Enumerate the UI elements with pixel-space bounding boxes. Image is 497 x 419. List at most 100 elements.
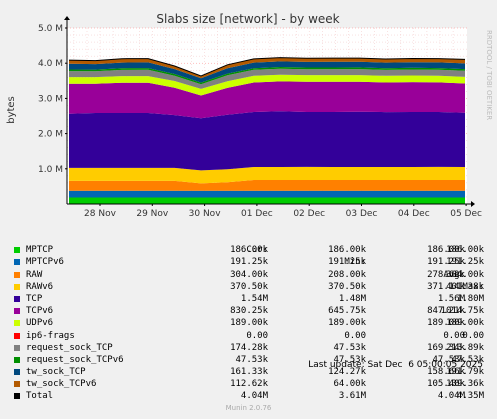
- series-areas: [68, 57, 466, 204]
- legend-max: 401.38k: [446, 281, 484, 292]
- legend-series-name: TCP: [26, 293, 43, 304]
- legend-cur: 0.00: [246, 330, 268, 341]
- legend-series-name: RAWv6: [26, 281, 54, 292]
- y-tick-label: 5.0 M: [38, 24, 63, 34]
- legend-avg: 4.04M: [437, 391, 465, 402]
- legend-min: 47.53k: [333, 354, 366, 365]
- legend-row: MPTCP 186.00k 186.00k 186.00k 186.00k: [14, 244, 484, 256]
- series-tcp: [69, 111, 465, 171]
- legend-min: 370.50k: [328, 281, 366, 292]
- legend-cur: 112.62k: [230, 379, 268, 390]
- legend-min: 64.00k: [333, 379, 366, 390]
- series-rawv6: [69, 166, 465, 184]
- legend-max: 1014.75k: [440, 306, 484, 317]
- legend-series-name: UDPv6: [26, 318, 54, 329]
- x-tick-label: 28 Nov: [84, 209, 117, 219]
- legend-min: 124.27k: [328, 367, 366, 378]
- x-tick-label: 01 Dec: [241, 209, 273, 219]
- legend-avg: 0.00: [443, 330, 465, 341]
- y-tick-label: 3.0 M: [38, 94, 63, 104]
- legend-series-name: RAW: [26, 269, 43, 280]
- x-tick-label: 29 Nov: [136, 209, 169, 219]
- legend-avg: 191.25k: [427, 257, 465, 268]
- legend-min: 3.61M: [338, 391, 366, 402]
- legend-series-name: ip6-frags: [26, 330, 75, 341]
- legend-row: tw_sock_TCP 161.33k 124.27k 158.66k 191.79k: [14, 366, 484, 378]
- legend-swatch: [14, 295, 20, 302]
- series-request-sock-tcp: [69, 68, 465, 89]
- legend-series-name: tw_sock_TCP: [26, 367, 86, 378]
- x-tick-label: 02 Dec: [293, 209, 325, 219]
- series-tcpv6: [69, 81, 465, 119]
- legend-max: 4.35M: [456, 391, 484, 402]
- legend-row: ip6-frags 0.00 0.00 0.00 0.00: [14, 330, 484, 342]
- legend-swatch: [14, 393, 20, 400]
- chart: Slabs size [network] - by week bytes RRD…: [6, 12, 493, 219]
- series-request-sock-tcpv6: [69, 67, 465, 85]
- legend: Cur: Min: Avg: Max: MPTCP 186.00k 186.00k 1…: [14, 232, 484, 403]
- legend-max: 191.79k: [446, 367, 484, 378]
- legend-header-min: Min:: [344, 257, 366, 268]
- axes: 1.0 M 2.0 M 3.0 M 4.0 M 5.0 M 28 Nov 29 Nov 30 …: [38, 16, 482, 219]
- legend-swatch: [14, 381, 20, 388]
- legend-header-avg: Avg:: [443, 269, 465, 280]
- legend-avg: 189.00k: [427, 318, 465, 329]
- legend-cur: 189.00k: [230, 318, 268, 329]
- legend-row: tw_sock_TCPv6 112.62k 64.00k 105.40k 139.36k: [14, 378, 484, 390]
- legend-min: 191.25k: [328, 257, 366, 268]
- legend-avg: 158.66k: [427, 367, 465, 378]
- legend-row: RAW 304.00k 208.00k 278.62k 304.00k: [14, 269, 484, 281]
- legend-series-name: TCPv6: [26, 306, 54, 317]
- legend-swatch: [14, 344, 20, 351]
- x-axis-arrow: [471, 201, 475, 207]
- x-tick-label: 03 Dec: [346, 209, 378, 219]
- legend-min: 186.00k: [328, 245, 366, 256]
- y-tick-label: 4.0 M: [38, 59, 63, 69]
- legend-cur: 304.00k: [230, 269, 268, 280]
- legend-row: RAWv6 370.50k 370.50k 371.14k 401.38k: [14, 281, 484, 293]
- legend-min: 208.00k: [328, 269, 366, 280]
- y-axis-arrow: [64, 16, 70, 20]
- x-tick-label: 30 Nov: [189, 209, 222, 219]
- legend-series-name: tw_sock_TCPv6: [26, 379, 97, 390]
- legend-min: 0.00: [344, 330, 366, 341]
- legend-cur: 191.25k: [230, 257, 268, 268]
- legend-series-name: request_sock_TCP: [26, 342, 113, 353]
- x-tick-label: 04 Dec: [398, 209, 430, 219]
- legend-cur: 370.50k: [230, 281, 268, 292]
- series-raw: [69, 180, 465, 191]
- legend-cur: 174.28k: [230, 342, 268, 353]
- legend-swatch: [14, 369, 20, 376]
- x-tick-label: 05 Dec: [450, 209, 482, 219]
- legend-swatch: [14, 271, 20, 278]
- legend-swatch: [14, 308, 20, 315]
- legend-cur: 1.54M: [240, 293, 268, 304]
- legend-row: request_sock_TCP 174.28k 47.53k 169.34k 213.…: [14, 342, 484, 354]
- legend-max: 304.00k: [446, 269, 484, 280]
- legend-avg: 371.14k: [427, 281, 465, 292]
- legend-row: TCP 1.54M 1.48M 1.56M 1.80M: [14, 293, 484, 305]
- series-mptcp: [69, 197, 465, 204]
- series-tw-sock-tcp: [69, 61, 465, 83]
- legend-avg: 169.34k: [427, 342, 465, 353]
- legend-cur: 830.25k: [230, 306, 268, 317]
- legend-cur: 4.04M: [240, 391, 268, 402]
- legend-swatch: [14, 356, 20, 363]
- legend-cur: 47.53k: [235, 354, 268, 365]
- legend-series-name: MPTCP: [26, 245, 54, 256]
- legend-max: 0.00: [462, 330, 484, 341]
- legend-avg: 278.62k: [427, 269, 465, 280]
- legend-avg: 1.56M: [437, 293, 465, 304]
- y-tick-label: 1.0 M: [38, 165, 63, 175]
- series-udpv6: [69, 74, 465, 96]
- legend-max: 186.00k: [446, 245, 484, 256]
- series-mptcpv6: [69, 190, 465, 198]
- legend-avg: 186.00k: [427, 245, 465, 256]
- series-total-line: [68, 57, 466, 77]
- legend-max: 191.25k: [446, 257, 484, 268]
- legend-swatch: [14, 320, 20, 327]
- legend-row: UDPv6 189.00k 189.00k 189.00k 189.00k: [14, 317, 484, 329]
- legend-max: 213.89k: [446, 342, 484, 353]
- legend-swatch: [14, 247, 20, 254]
- legend-series-name: request_sock_TCPv6: [26, 354, 124, 365]
